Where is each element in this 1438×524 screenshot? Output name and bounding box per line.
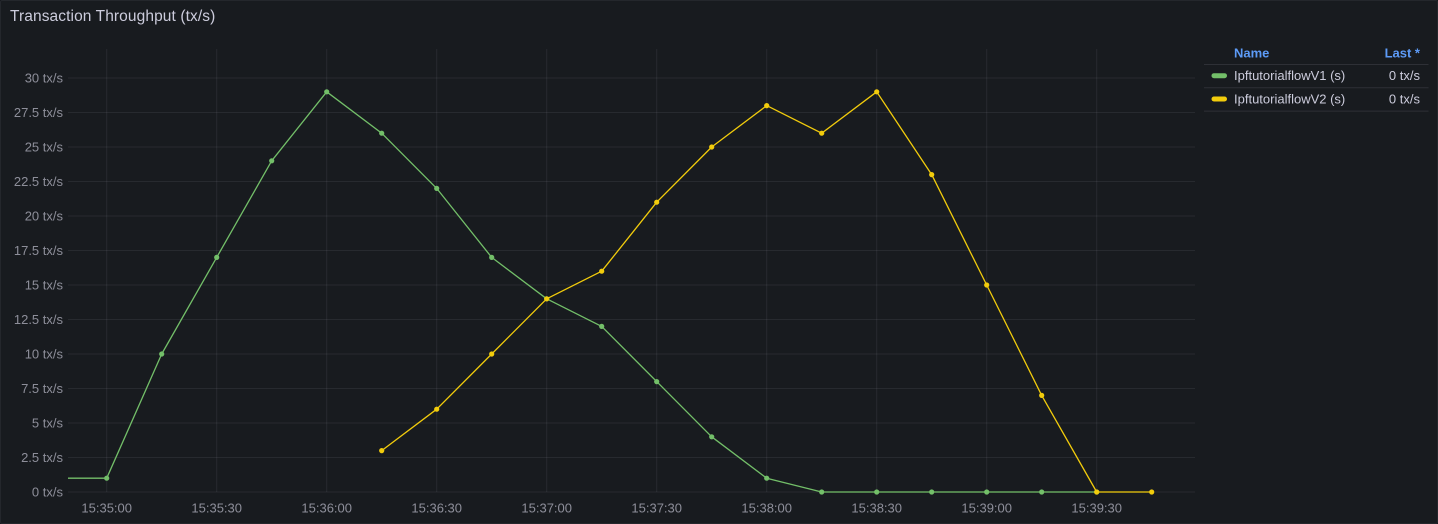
svg-text:10 tx/s: 10 tx/s [25,347,64,362]
svg-text:15:37:30: 15:37:30 [631,501,682,516]
svg-text:0 tx/s: 0 tx/s [32,485,64,500]
svg-text:Last *: Last * [1385,45,1421,60]
svg-text:15:39:00: 15:39:00 [961,501,1012,516]
svg-text:15:35:00: 15:35:00 [81,501,132,516]
svg-text:Name: Name [1234,45,1269,60]
svg-text:15:37:00: 15:37:00 [521,501,572,516]
svg-text:30 tx/s: 30 tx/s [25,71,64,86]
svg-text:17.5 tx/s: 17.5 tx/s [14,243,64,258]
svg-text:0 tx/s: 0 tx/s [1389,68,1421,83]
svg-text:15:38:00: 15:38:00 [741,501,792,516]
svg-text:15:35:30: 15:35:30 [191,501,242,516]
svg-text:20 tx/s: 20 tx/s [25,209,64,224]
svg-text:15:36:00: 15:36:00 [301,501,352,516]
svg-text:5 tx/s: 5 tx/s [32,416,64,431]
svg-text:15:36:30: 15:36:30 [411,501,462,516]
svg-text:25 tx/s: 25 tx/s [25,140,64,155]
svg-text:15 tx/s: 15 tx/s [25,278,64,293]
svg-text:12.5 tx/s: 12.5 tx/s [14,312,64,327]
svg-text:2.5 tx/s: 2.5 tx/s [21,450,63,465]
svg-text:0 tx/s: 0 tx/s [1389,92,1421,107]
svg-text:IpftutorialflowV2 (s): IpftutorialflowV2 (s) [1234,92,1345,107]
svg-text:15:39:30: 15:39:30 [1071,501,1122,516]
svg-text:15:38:30: 15:38:30 [851,501,902,516]
svg-text:27.5 tx/s: 27.5 tx/s [14,105,64,120]
svg-text:IpftutorialflowV1 (s): IpftutorialflowV1 (s) [1234,68,1345,83]
svg-text:22.5 tx/s: 22.5 tx/s [14,174,64,189]
svg-text:7.5 tx/s: 7.5 tx/s [21,381,63,396]
